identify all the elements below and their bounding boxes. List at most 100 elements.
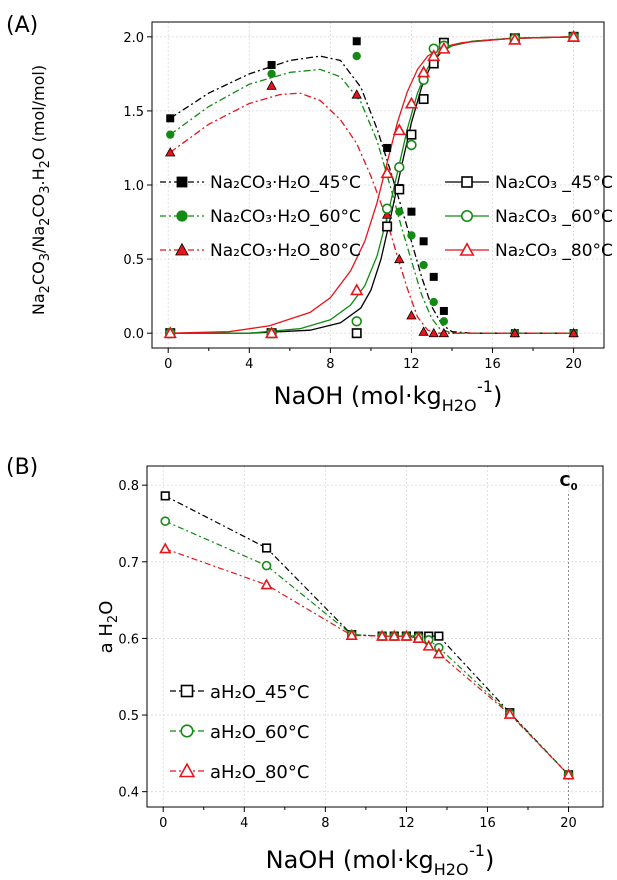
data-point bbox=[266, 80, 277, 90]
data-point bbox=[434, 631, 444, 641]
data-point bbox=[432, 647, 445, 659]
data-point bbox=[261, 543, 272, 553]
legend-entry-na2co3-h2o-60c: Na₂CO₃·H₂O_60°C bbox=[160, 207, 361, 227]
legend-label: Na₂CO₃·H₂O_45°C bbox=[210, 173, 361, 193]
data-point bbox=[351, 89, 362, 99]
data-point bbox=[439, 306, 448, 315]
legend-marker bbox=[180, 724, 194, 738]
panel-b-frame bbox=[146, 465, 604, 808]
legend-entry-ah2o-45c: aH₂O_45°C bbox=[170, 682, 309, 703]
y-tick-label: 0.4 bbox=[118, 786, 139, 801]
series-na2co3-80c bbox=[163, 29, 581, 339]
data-point bbox=[412, 632, 425, 644]
x-tick-label: 20 bbox=[565, 357, 582, 372]
data-point bbox=[382, 221, 393, 232]
legend-label: Na₂CO₃ _60°C bbox=[495, 207, 613, 227]
legend-entry-na2co3-h2o-80c: Na₂CO₃·H₂O_80°C bbox=[160, 241, 361, 261]
panel-a-legend: Na₂CO₃·H₂O_45°C Na₂CO₃·H₂O_60°C Na₂CO₃·H₂O… bbox=[160, 173, 613, 261]
panel-a-label: (A) bbox=[6, 13, 38, 38]
data-point bbox=[422, 639, 435, 651]
data-point bbox=[159, 542, 172, 554]
data-point bbox=[160, 491, 170, 501]
data-point bbox=[509, 327, 520, 338]
y-tick-label: 0.6 bbox=[118, 632, 139, 647]
data-point bbox=[375, 629, 389, 641]
panel-b-series bbox=[159, 491, 575, 780]
data-point bbox=[418, 326, 429, 336]
panel-b-ticks: 0 4 8 12 16 20 0.4 0.5 0.6 0.7 0.8 bbox=[118, 479, 577, 831]
legend-marker bbox=[176, 210, 188, 222]
panel-a-series bbox=[163, 29, 581, 339]
data-point bbox=[406, 310, 417, 320]
legend-label: aH₂O_45°C bbox=[210, 682, 309, 703]
y-tick-label: 1.5 bbox=[123, 105, 144, 120]
data-point bbox=[166, 114, 175, 123]
panel-b-label: (B) bbox=[6, 455, 38, 480]
data-point bbox=[261, 560, 272, 571]
panel-b-grid bbox=[147, 466, 603, 807]
data-point bbox=[416, 65, 431, 78]
fit-curve-hydrate-0 bbox=[169, 55, 574, 334]
data-point bbox=[352, 37, 361, 46]
x-tick-label: 12 bbox=[398, 816, 415, 831]
data-point bbox=[383, 143, 392, 152]
data-point bbox=[418, 94, 429, 105]
fit-curve-hydrate-1 bbox=[169, 68, 574, 334]
fit-curve-hydrate-2 bbox=[169, 92, 574, 334]
panel-b-plot: 0 4 8 12 16 200.40.50.60.70.8 C0 aH₂O_45°CaH₂… bbox=[96, 465, 604, 879]
data-point bbox=[400, 629, 413, 641]
data-point bbox=[267, 60, 276, 69]
data-point bbox=[407, 231, 416, 240]
legend-marker bbox=[176, 176, 188, 188]
legend-label: Na₂CO₃ _45°C bbox=[495, 173, 613, 193]
legend-entry-ah2o-80c: aH₂O_80°C bbox=[170, 762, 309, 783]
data-point bbox=[160, 516, 171, 526]
legend-marker bbox=[178, 762, 196, 778]
legend-label: Na₂CO₃·H₂O_60°C bbox=[210, 207, 361, 227]
legend-marker bbox=[459, 242, 475, 256]
data-point bbox=[165, 147, 176, 157]
data-point bbox=[392, 123, 406, 136]
legend-entry-na2co3-60c: Na₂CO₃ _60°C bbox=[445, 207, 613, 227]
data-point bbox=[381, 209, 393, 219]
legend-marker bbox=[460, 209, 474, 223]
panel-a-y-axis-title: Na2CO3/Na2CO3.H2O (mol/mol) bbox=[29, 65, 53, 315]
fit-curve-anhydrous-4 bbox=[170, 36, 574, 334]
x-tick-label: 20 bbox=[560, 816, 577, 831]
legend-label: aH₂O_60°C bbox=[210, 722, 309, 743]
data-point bbox=[394, 162, 405, 173]
c0-annotation: C0 bbox=[560, 472, 578, 493]
data-point bbox=[503, 707, 516, 719]
x-tick-label: 8 bbox=[321, 816, 329, 831]
x-tick-label: 12 bbox=[403, 357, 420, 372]
x-tick-label: 16 bbox=[479, 816, 496, 831]
x-tick-label: 4 bbox=[240, 816, 248, 831]
data-point bbox=[508, 32, 522, 45]
data-point bbox=[345, 628, 358, 640]
y-tick-label: 0.7 bbox=[118, 556, 139, 571]
data-point bbox=[419, 237, 428, 246]
y-tick-label: 0.5 bbox=[118, 709, 139, 724]
data-point bbox=[568, 327, 579, 338]
y-tick-label: 1.0 bbox=[123, 179, 144, 194]
data-point bbox=[566, 29, 581, 42]
data-point bbox=[427, 49, 441, 62]
data-point bbox=[394, 184, 405, 195]
series-ah2o-80c bbox=[159, 542, 575, 780]
legend-label: aH₂O_80°C bbox=[210, 762, 309, 783]
y-tick-label: 0.5 bbox=[123, 253, 144, 268]
data-point bbox=[562, 768, 575, 780]
legend-marker bbox=[461, 176, 473, 188]
legend-entry-na2co3-45c: Na₂CO₃ _45°C bbox=[445, 173, 613, 193]
data-point bbox=[395, 207, 404, 216]
data-point bbox=[166, 130, 175, 139]
data-point bbox=[429, 272, 438, 281]
legend-marker bbox=[180, 684, 194, 698]
legend-label: Na₂CO₃ _80°C bbox=[495, 241, 613, 261]
data-point bbox=[406, 139, 417, 151]
series-line bbox=[164, 520, 569, 776]
y-tick-label: 2.0 bbox=[123, 31, 144, 46]
y-tick-label: 0.8 bbox=[118, 479, 139, 494]
panel-b-y-axis-title: a H2O bbox=[96, 601, 121, 654]
